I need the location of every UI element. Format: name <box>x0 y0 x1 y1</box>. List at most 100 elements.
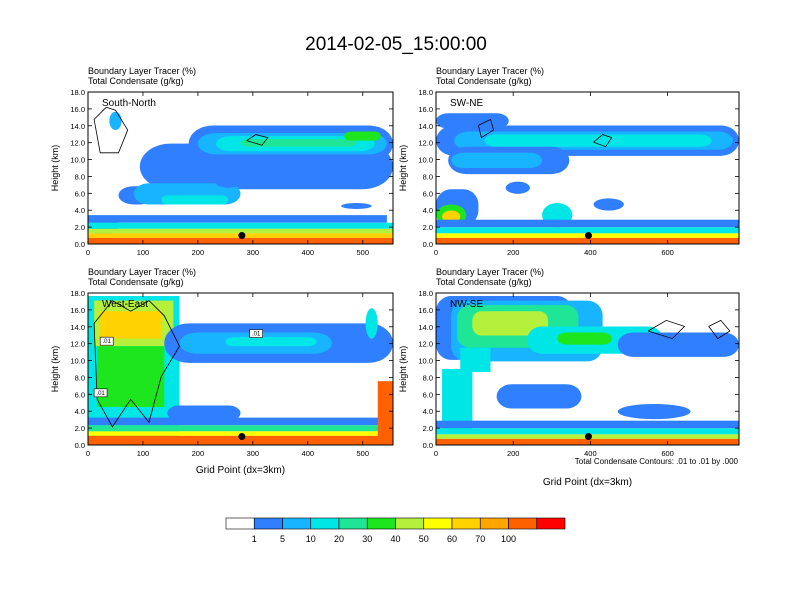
location-marker <box>238 433 246 441</box>
y-tick-label: 2.0 <box>75 223 85 232</box>
field-region <box>617 403 691 420</box>
field-name-label: Boundary Layer Tracer (%) <box>88 66 196 76</box>
field-region <box>216 178 241 188</box>
y-tick-label: 6.0 <box>75 390 85 399</box>
contour-label: .01 <box>103 339 112 345</box>
field-name-label: Boundary Layer Tracer (%) <box>88 267 196 277</box>
x-tick-label: 100 <box>137 449 150 458</box>
y-axis-label: Height (km) <box>398 145 408 192</box>
x-tick-label: 200 <box>192 248 205 257</box>
x-axis-label: Grid Point (dx=3km) <box>543 477 632 488</box>
y-tick-label: 10.0 <box>70 156 85 165</box>
y-tick-label: 10.0 <box>70 357 85 366</box>
colorbar-swatch <box>253 517 283 530</box>
field-name-label: Boundary Layer Tracer (%) <box>436 66 544 76</box>
field-region <box>436 227 739 234</box>
colorbar-label: 50 <box>419 534 429 544</box>
colorbar-swatch <box>225 517 255 530</box>
y-tick-label: 6.0 <box>423 189 433 198</box>
colorbar-swatch <box>366 517 396 530</box>
colorbar-swatch <box>479 517 509 530</box>
colorbar-label: 5 <box>280 534 285 544</box>
field-fill <box>436 293 739 445</box>
x-tick-label: 400 <box>584 248 597 257</box>
field-region <box>100 311 162 339</box>
field-region <box>451 152 543 168</box>
x-tick-label: 500 <box>357 449 370 458</box>
condensate-contour <box>93 300 180 428</box>
location-marker <box>584 232 592 240</box>
field-region <box>88 228 393 234</box>
condensate-contour <box>93 106 129 154</box>
y-tick-label: 8.0 <box>423 373 433 382</box>
y-tick-label: 18.0 <box>70 88 85 97</box>
field-region <box>460 347 491 373</box>
field-region <box>167 405 241 421</box>
colorbar-label: 70 <box>475 534 485 544</box>
colorbar-swatch <box>508 517 538 530</box>
field-region <box>88 237 393 244</box>
y-tick-label: 16.0 <box>418 105 433 114</box>
field-region <box>436 237 739 244</box>
field-region <box>109 111 122 130</box>
field-region <box>240 139 357 147</box>
colorbar-label: 100 <box>501 534 516 544</box>
field-region <box>436 113 509 129</box>
cross-section-label: NW-SE <box>450 299 483 310</box>
colorbar-swatch <box>423 517 453 530</box>
contour-name-label: Total Condensate (g/kg) <box>88 76 184 86</box>
location-marker <box>584 433 592 441</box>
colorbar-swatch <box>338 517 368 530</box>
y-tick-label: 8.0 <box>75 373 85 382</box>
plot-frame <box>435 91 740 245</box>
condensate-contour <box>708 319 731 340</box>
condensate-contour <box>593 134 613 148</box>
field-region <box>484 134 712 147</box>
y-tick-label: 0.0 <box>75 441 85 450</box>
y-axis-label: Height (km) <box>50 346 60 393</box>
field-region <box>88 222 393 229</box>
field-region <box>97 346 165 407</box>
field-region <box>225 337 317 347</box>
field-region <box>377 381 393 445</box>
field-region <box>593 198 624 211</box>
x-tick-label: 0 <box>434 248 438 257</box>
y-tick-label: 8.0 <box>423 172 433 181</box>
condensate-contour <box>478 118 495 139</box>
y-tick-label: 4.0 <box>75 206 85 215</box>
x-tick-label: 600 <box>661 248 674 257</box>
y-tick-label: 16.0 <box>70 306 85 315</box>
field-region <box>161 195 229 205</box>
panel-sw-ne: Boundary Layer Tracer (%)Total Condensat… <box>398 66 740 257</box>
y-tick-label: 2.0 <box>75 424 85 433</box>
field-fill <box>88 92 393 244</box>
field-region <box>472 311 549 336</box>
colorbar-label: 30 <box>362 534 372 544</box>
plot-frame <box>87 91 394 245</box>
field-region <box>436 420 739 429</box>
y-tick-label: 10.0 <box>418 357 433 366</box>
y-tick-label: 12.0 <box>418 139 433 148</box>
colorbar-label: 1 <box>252 534 257 544</box>
y-tick-label: 2.0 <box>423 424 433 433</box>
y-tick-label: 12.0 <box>70 340 85 349</box>
panel-south-north: Boundary Layer Tracer (%)Total Condensat… <box>50 66 394 257</box>
y-tick-label: 16.0 <box>418 306 433 315</box>
field-name-label: Boundary Layer Tracer (%) <box>436 267 544 277</box>
colorbar-label: 40 <box>390 534 400 544</box>
field-region <box>442 369 473 430</box>
field-region <box>88 435 393 445</box>
field-fill <box>88 293 393 445</box>
x-axis-label: Grid Point (dx=3km) <box>196 465 285 476</box>
x-tick-label: 300 <box>247 449 260 458</box>
x-tick-label: 300 <box>247 248 260 257</box>
y-tick-label: 10.0 <box>418 156 433 165</box>
field-region <box>505 181 530 194</box>
figure-title: 2014-02-05_15:00:00 <box>305 34 487 55</box>
x-tick-label: 400 <box>584 449 597 458</box>
field-region <box>344 131 381 141</box>
x-tick-label: 200 <box>507 449 520 458</box>
y-tick-label: 18.0 <box>418 289 433 298</box>
contour-label: .01 <box>252 332 261 338</box>
